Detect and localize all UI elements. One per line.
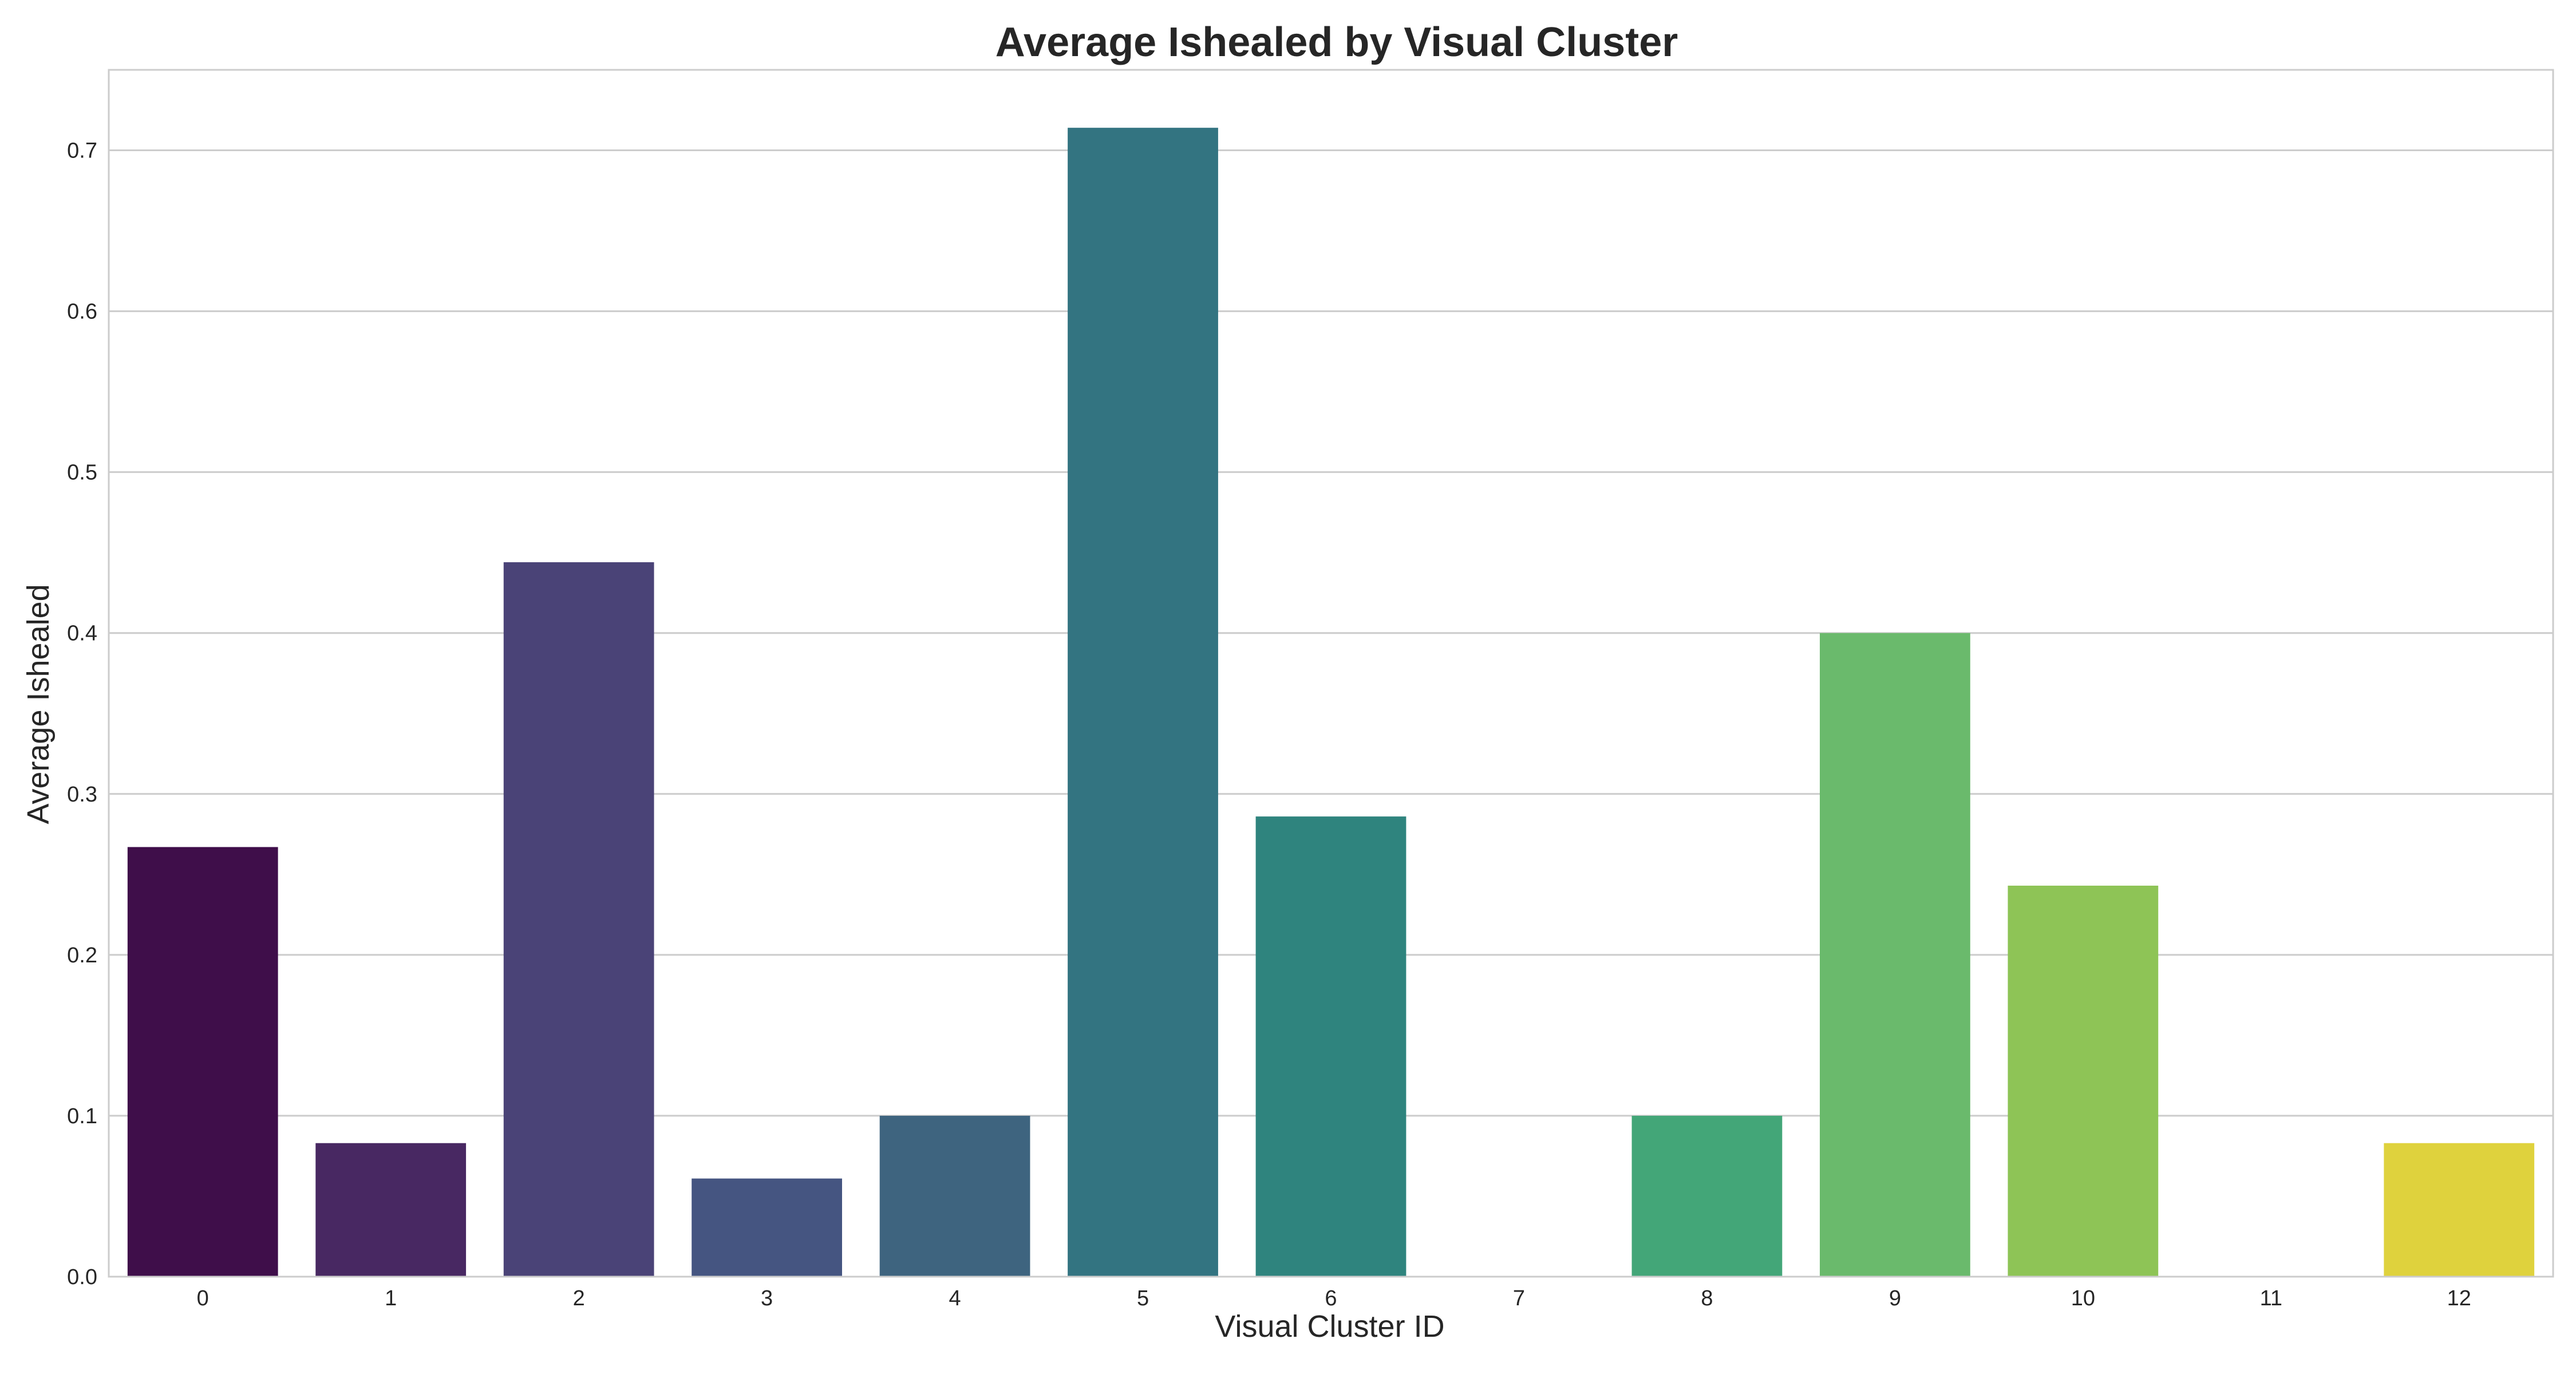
plot-frame <box>108 69 2554 1278</box>
y-tick-label: 0.2 <box>67 943 97 968</box>
y-tick-labels: 0.0 0.1 0.2 0.3 0.4 0.5 0.6 0.7 <box>67 139 97 1289</box>
bar-5 <box>1068 128 1218 1277</box>
bar-1 <box>315 1143 467 1277</box>
y-axis-label: Average Ishealed <box>21 584 56 824</box>
bar-10 <box>2008 886 2159 1277</box>
x-tick-label: 3 <box>761 1286 773 1310</box>
bar-12 <box>2384 1143 2535 1277</box>
x-tick-label: 12 <box>2447 1286 2471 1310</box>
bar-8 <box>1631 1115 1783 1277</box>
x-axis-label: Visual Cluster ID <box>1215 1309 1444 1344</box>
chart-title: Average Ishealed by Visual Cluster <box>995 19 1678 65</box>
x-tick-label: 0 <box>197 1286 209 1310</box>
y-tick-label: 0.6 <box>67 300 97 324</box>
bar-9 <box>1820 633 1970 1277</box>
x-tick-label: 6 <box>1325 1286 1337 1310</box>
x-tick-label: 8 <box>1701 1286 1713 1310</box>
x-tick-label: 4 <box>949 1286 961 1310</box>
bar-0 <box>127 847 278 1277</box>
x-tick-labels: 0 1 2 3 4 5 6 7 8 9 10 11 12 <box>197 1286 2471 1310</box>
y-tick-label: 0.3 <box>67 783 97 807</box>
x-tick-label: 10 <box>2071 1286 2095 1310</box>
x-tick-label: 2 <box>573 1286 585 1310</box>
x-tick-label: 1 <box>385 1286 397 1310</box>
bar-4 <box>879 1115 1030 1277</box>
x-tick-label: 7 <box>1513 1286 1525 1310</box>
y-tick-label: 0.5 <box>67 461 97 485</box>
bar-2 <box>503 562 654 1277</box>
x-tick-label: 5 <box>1137 1286 1149 1310</box>
y-tick-label: 0.4 <box>67 622 97 646</box>
x-tick-label: 11 <box>2260 1286 2282 1310</box>
y-tick-label: 0.0 <box>67 1265 97 1289</box>
bar-3 <box>692 1178 842 1277</box>
bars <box>127 128 2535 1277</box>
bar-6 <box>1255 816 1406 1277</box>
x-tick-label: 9 <box>1889 1286 1901 1310</box>
y-tick-label: 0.7 <box>67 139 97 163</box>
y-tick-label: 0.1 <box>67 1104 97 1128</box>
